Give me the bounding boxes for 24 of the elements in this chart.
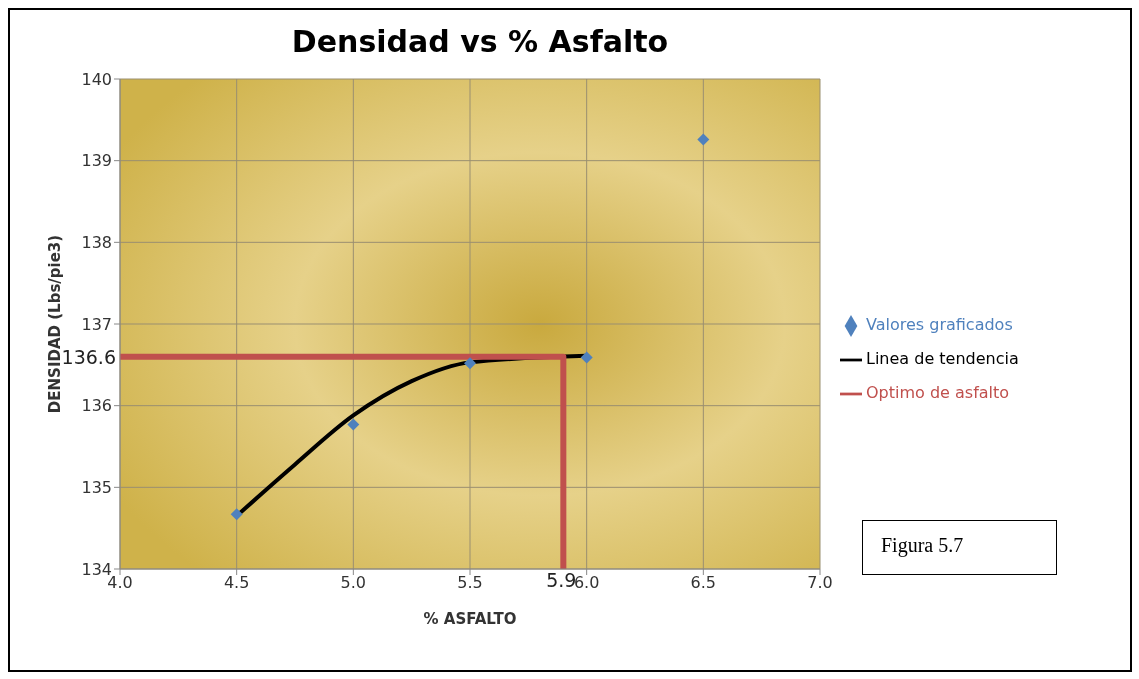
- x-tick-label: 7.0: [807, 573, 833, 593]
- point: [347, 418, 360, 431]
- y-tick-label: 134: [81, 559, 112, 579]
- x-tick-label: 4.5: [223, 573, 250, 593]
- point: [580, 351, 593, 364]
- y-tick-label: 139: [81, 151, 112, 171]
- y-tick-label: 135: [81, 478, 112, 498]
- annotation: 136.6: [61, 345, 116, 368]
- point: [230, 508, 243, 521]
- x-axis-title: % ASFALTO: [423, 610, 517, 628]
- legend-label: Optimo de asfalto: [866, 383, 1010, 402]
- x-tick-label: 5.0: [340, 573, 367, 593]
- point: [464, 357, 476, 370]
- text: Figura 5.7: [862, 520, 1057, 575]
- chart-title: Densidad vs % Asfalto: [290, 23, 670, 59]
- point: [697, 133, 710, 146]
- y-tick-label: 136: [81, 396, 112, 416]
- x-tick-label: 5.5: [457, 573, 483, 593]
- x-tick-label: 6.5: [690, 573, 717, 593]
- y-tick-label: 137: [81, 314, 112, 334]
- y-tick-label: 138: [81, 233, 112, 253]
- legend-label: Linea de tendencia: [866, 349, 1019, 368]
- y-tick-label: 140: [81, 69, 112, 89]
- legend-label: Valores graficados: [866, 315, 1013, 334]
